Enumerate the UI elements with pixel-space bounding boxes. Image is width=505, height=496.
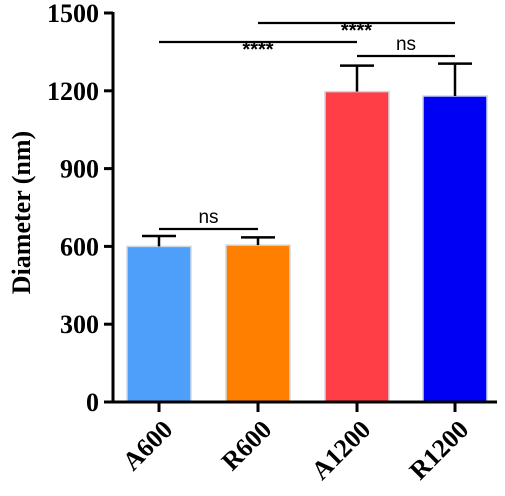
bar-r600 <box>225 244 291 403</box>
significance-label: ns <box>198 207 218 228</box>
x-tick-label-r600: R600 <box>216 415 277 476</box>
x-tick-label-r1200: R1200 <box>404 415 475 486</box>
bars <box>126 90 488 403</box>
bar-r1200 <box>422 95 488 403</box>
y-tick-label: 1200 <box>47 77 99 106</box>
x-tick-label-a600: A600 <box>117 415 178 476</box>
significance-label: **** <box>341 20 372 42</box>
significance-label: **** <box>242 39 273 61</box>
bar-a600 <box>126 245 192 403</box>
x-tick-label-a1200: A1200 <box>306 415 377 486</box>
y-tick-label: 0 <box>86 388 99 417</box>
y-axis-label: Diameter (nm) <box>7 131 36 294</box>
y-axis: 0 300 600 900 1200 1500 <box>47 0 115 417</box>
x-axis: A600 R600 A1200 R1200 <box>113 400 497 486</box>
significance-label: ns <box>396 34 416 55</box>
y-tick-label: 1500 <box>47 0 99 28</box>
significance-brackets: ns **** ns **** <box>159 20 455 231</box>
bar-a1200 <box>324 90 390 403</box>
y-tick-label: 900 <box>60 155 99 184</box>
y-tick-label: 600 <box>60 232 99 261</box>
y-tick-label: 300 <box>60 310 99 339</box>
error-bars <box>142 62 472 247</box>
